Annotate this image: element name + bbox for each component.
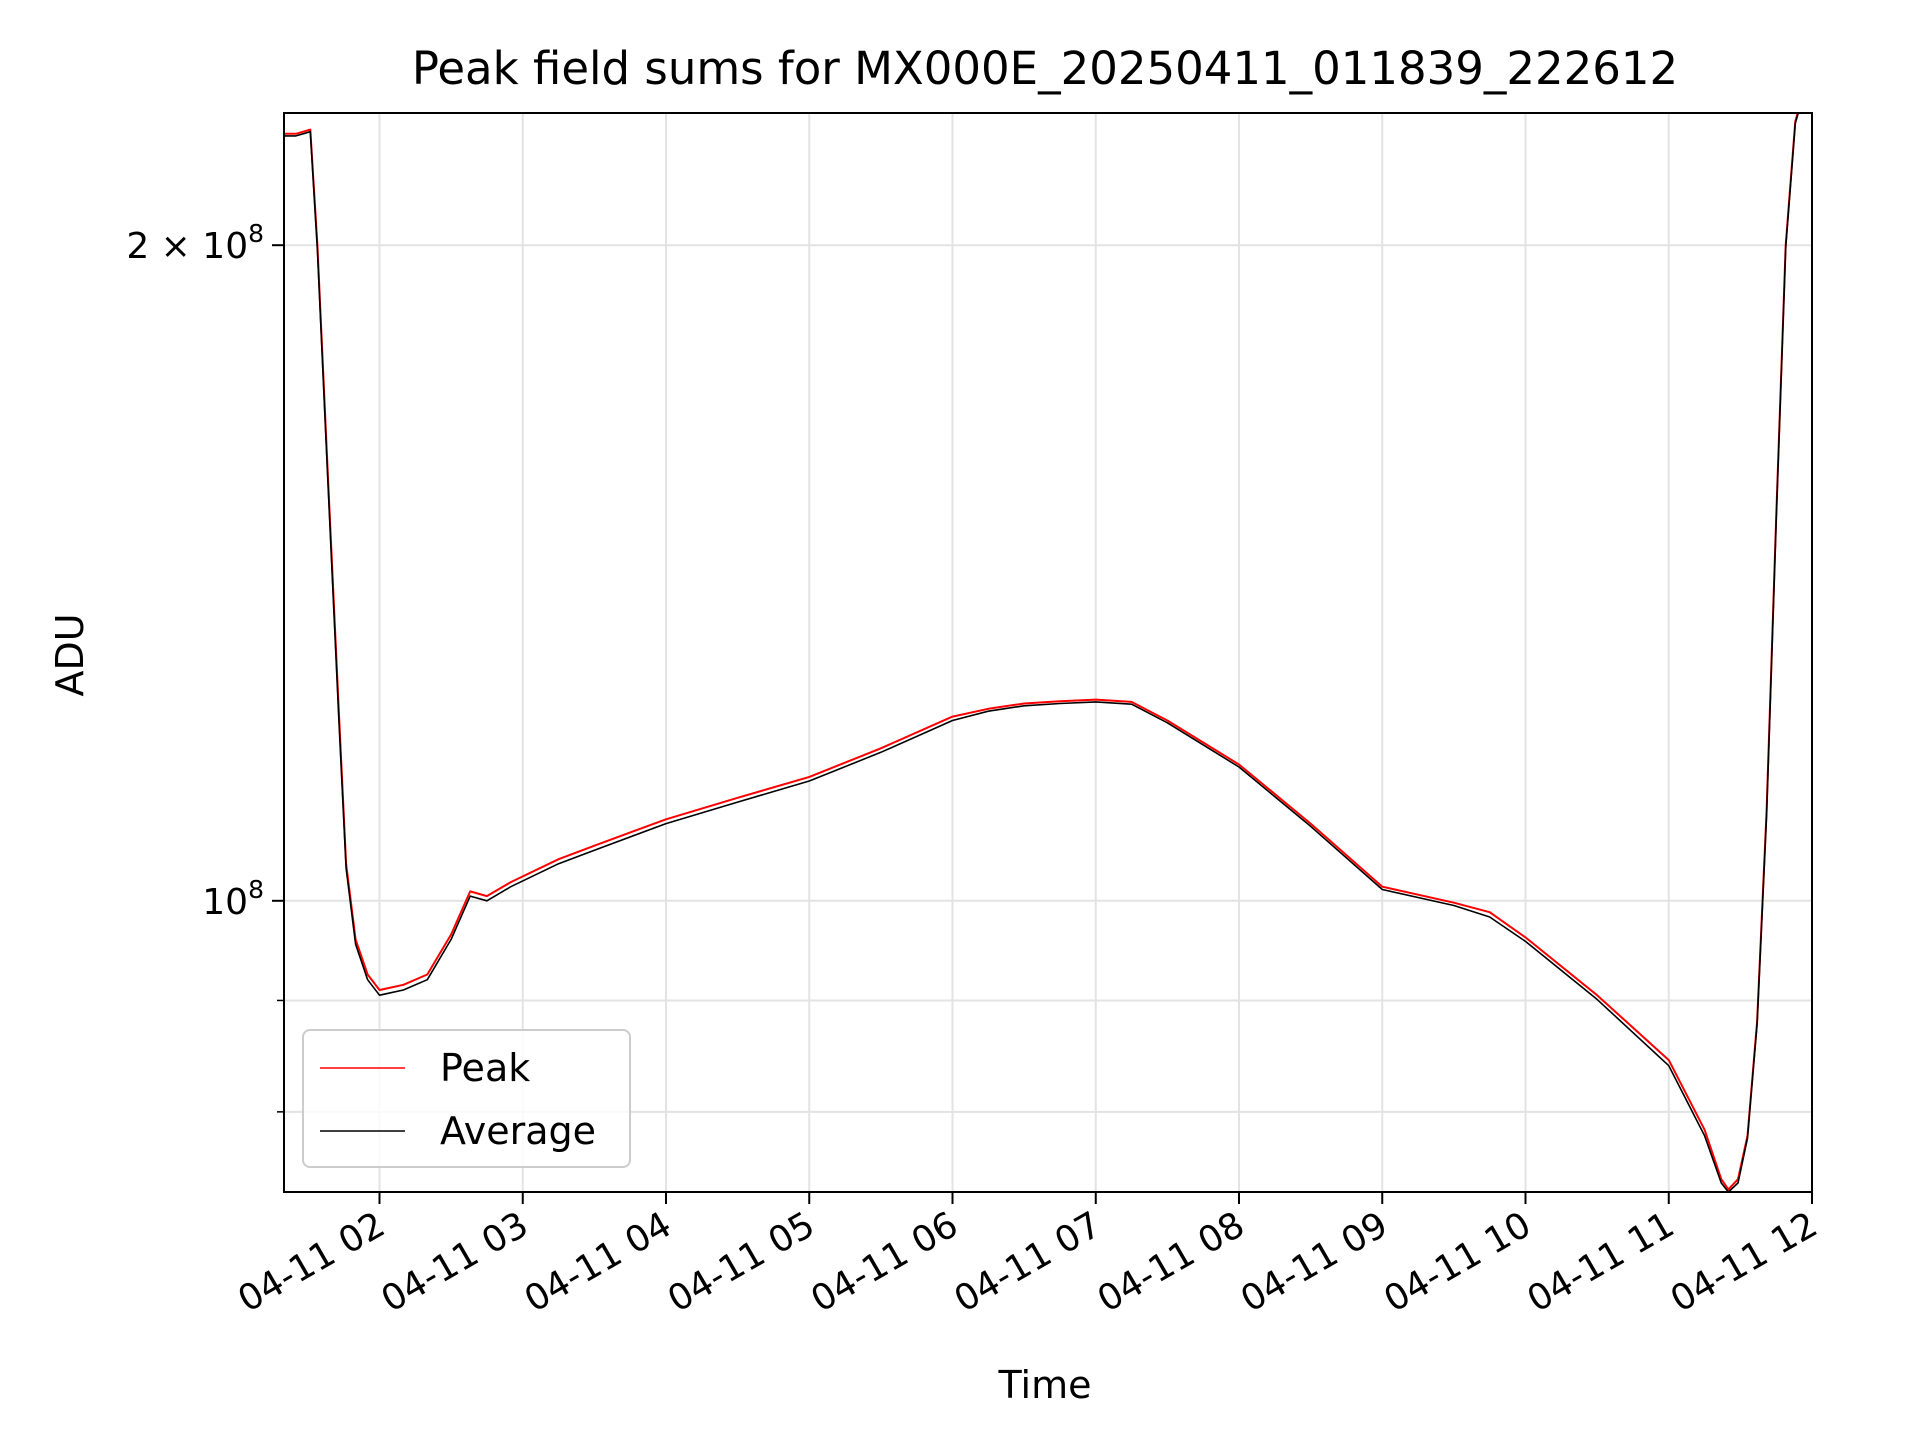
series-line-peak — [284, 113, 1799, 1191]
plot-frame — [283, 112, 1813, 1193]
series-line-average — [284, 113, 1800, 1192]
y-tick-label: 2 × 108 — [126, 219, 264, 267]
legend-box — [302, 1029, 631, 1168]
y-axis-label: ADU — [48, 613, 92, 696]
legend: Peak Average — [302, 1029, 631, 1168]
x-axis-label: Time — [998, 1363, 1092, 1407]
legend-label-average: Average — [440, 1109, 596, 1153]
legend-label-peak: Peak — [440, 1046, 530, 1090]
series-layer — [284, 113, 1800, 1192]
chart-title: Peak field sums for MX000E_20250411_0118… — [412, 42, 1678, 95]
